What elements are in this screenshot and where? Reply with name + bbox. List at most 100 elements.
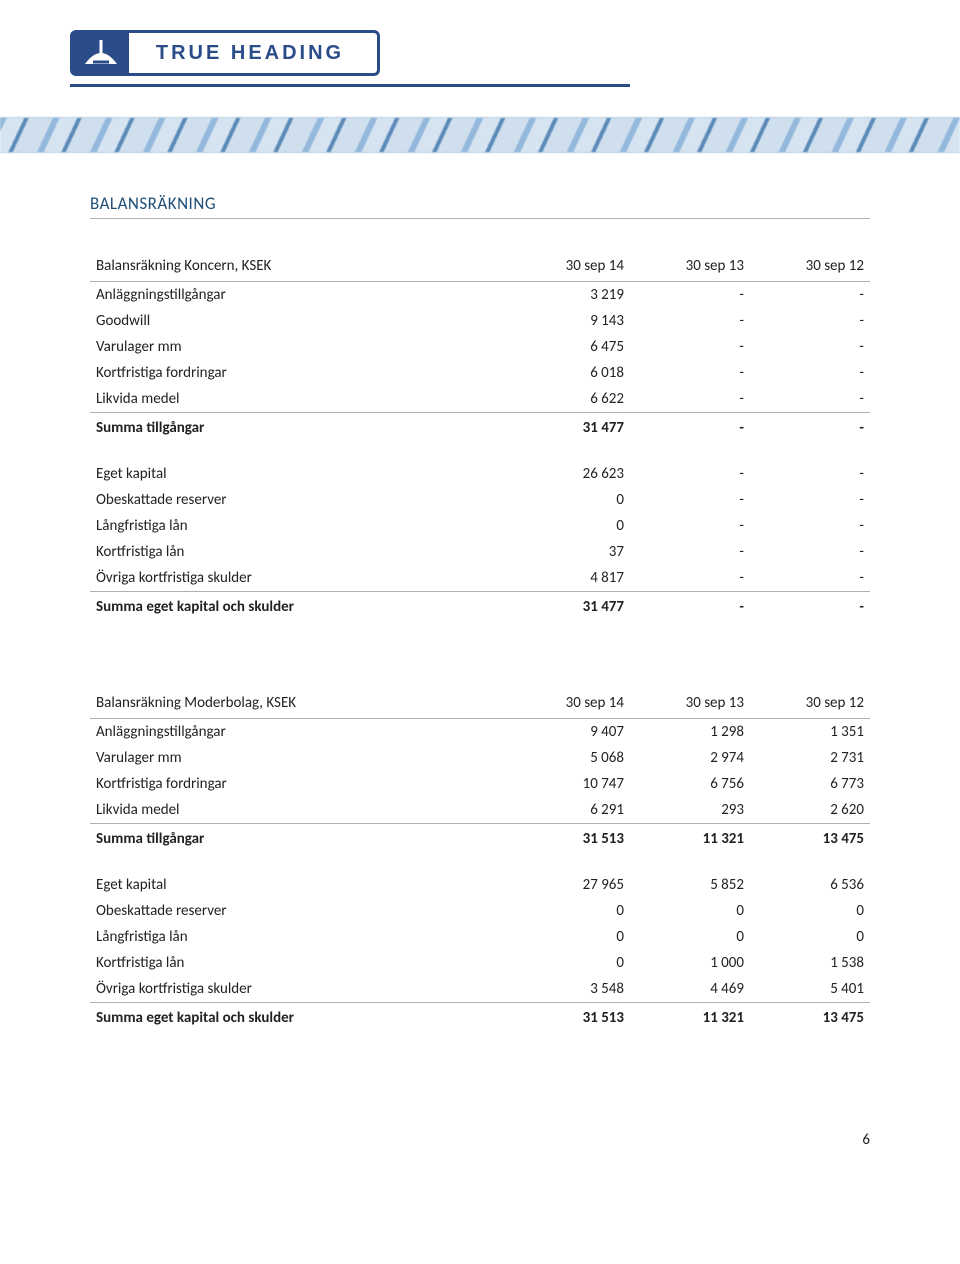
cell: - bbox=[630, 592, 750, 621]
row-label: Obeskattade reserver bbox=[90, 487, 510, 513]
total-row: Summa tillgångar31 477-- bbox=[90, 413, 870, 442]
cell: 1 351 bbox=[750, 719, 870, 746]
row-label: Långfristiga lån bbox=[90, 924, 510, 950]
cell: - bbox=[750, 413, 870, 442]
row-label: Obeskattade reserver bbox=[90, 898, 510, 924]
cell: 0 bbox=[630, 898, 750, 924]
column-header: 30 sep 13 bbox=[630, 253, 750, 282]
logo-wrap: TRUE HEADING bbox=[70, 30, 890, 87]
cell: - bbox=[630, 461, 750, 487]
table-row: Kortfristiga fordringar6 018-- bbox=[90, 360, 870, 386]
table-title: Balansräkning Koncern, KSEK bbox=[90, 253, 510, 282]
cell: - bbox=[750, 539, 870, 565]
table-row: Kortfristiga lån01 0001 538 bbox=[90, 950, 870, 976]
table-row: Kortfristiga fordringar10 7476 7566 773 bbox=[90, 771, 870, 797]
cell: - bbox=[750, 308, 870, 334]
table-row: Långfristiga lån0-- bbox=[90, 513, 870, 539]
cell: - bbox=[630, 282, 750, 309]
cell: 6 756 bbox=[630, 771, 750, 797]
cell: - bbox=[750, 386, 870, 413]
table-row: Obeskattade reserver0-- bbox=[90, 487, 870, 513]
row-label: Varulager mm bbox=[90, 745, 510, 771]
cell: - bbox=[630, 513, 750, 539]
cell: - bbox=[630, 360, 750, 386]
table-row: Kortfristiga lån37-- bbox=[90, 539, 870, 565]
row-label: Likvida medel bbox=[90, 797, 510, 824]
cell: 31 477 bbox=[510, 592, 630, 621]
row-label: Övriga kortfristiga skulder bbox=[90, 976, 510, 1003]
cell: 31 513 bbox=[510, 824, 630, 853]
row-label: Kortfristiga lån bbox=[90, 539, 510, 565]
cell: 4 817 bbox=[510, 565, 630, 592]
cell: - bbox=[630, 539, 750, 565]
cell: - bbox=[630, 413, 750, 442]
cell: 37 bbox=[510, 539, 630, 565]
cell: 6 536 bbox=[750, 872, 870, 898]
cell: - bbox=[750, 487, 870, 513]
row-label: Kortfristiga fordringar bbox=[90, 360, 510, 386]
cell: 0 bbox=[510, 924, 630, 950]
row-label: Långfristiga lån bbox=[90, 513, 510, 539]
cell: 3 219 bbox=[510, 282, 630, 309]
cell: 1 000 bbox=[630, 950, 750, 976]
row-label: Likvida medel bbox=[90, 386, 510, 413]
column-header: 30 sep 13 bbox=[630, 690, 750, 719]
cell: 13 475 bbox=[750, 824, 870, 853]
column-header: 30 sep 12 bbox=[750, 253, 870, 282]
cell: 26 623 bbox=[510, 461, 630, 487]
table-row: Eget kapital27 9655 8526 536 bbox=[90, 872, 870, 898]
cell: 11 321 bbox=[630, 1003, 750, 1032]
row-label: Övriga kortfristiga skulder bbox=[90, 565, 510, 592]
cell: 6 475 bbox=[510, 334, 630, 360]
cell: 0 bbox=[750, 924, 870, 950]
cell: 13 475 bbox=[750, 1003, 870, 1032]
row-label: Summa eget kapital och skulder bbox=[90, 592, 510, 621]
cell: 0 bbox=[510, 487, 630, 513]
row-label: Eget kapital bbox=[90, 461, 510, 487]
column-header: 30 sep 12 bbox=[750, 690, 870, 719]
cell: - bbox=[750, 461, 870, 487]
cell: 10 747 bbox=[510, 771, 630, 797]
table-row: Anläggningstillgångar3 219-- bbox=[90, 282, 870, 309]
cell: 11 321 bbox=[630, 824, 750, 853]
total-row: Summa eget kapital och skulder31 51311 3… bbox=[90, 1003, 870, 1032]
row-label: Summa eget kapital och skulder bbox=[90, 1003, 510, 1032]
row-label: Anläggningstillgångar bbox=[90, 719, 510, 746]
total-row: Summa eget kapital och skulder31 477-- bbox=[90, 592, 870, 621]
row-label: Kortfristiga lån bbox=[90, 950, 510, 976]
table-row: Likvida medel6 622-- bbox=[90, 386, 870, 413]
row-label: Summa tillgångar bbox=[90, 824, 510, 853]
row-label: Goodwill bbox=[90, 308, 510, 334]
cell: - bbox=[750, 334, 870, 360]
table-title: Balansräkning Moderbolag, KSEK bbox=[90, 690, 510, 719]
row-label: Anläggningstillgångar bbox=[90, 282, 510, 309]
row-label: Varulager mm bbox=[90, 334, 510, 360]
total-row: Summa tillgångar31 51311 32113 475 bbox=[90, 824, 870, 853]
cell: 1 538 bbox=[750, 950, 870, 976]
cell: - bbox=[630, 565, 750, 592]
table-koncern: Balansräkning Koncern, KSEK30 sep 1430 s… bbox=[90, 253, 870, 620]
cell: - bbox=[630, 334, 750, 360]
row-label: Eget kapital bbox=[90, 872, 510, 898]
cell: - bbox=[750, 592, 870, 621]
table-row: Obeskattade reserver000 bbox=[90, 898, 870, 924]
cell: 31 477 bbox=[510, 413, 630, 442]
content: BALANSRÄKNING Balansräkning Koncern, KSE… bbox=[0, 153, 960, 1071]
page-header: TRUE HEADING bbox=[0, 0, 960, 87]
column-header: 30 sep 14 bbox=[510, 253, 630, 282]
cell: 5 401 bbox=[750, 976, 870, 1003]
cell: 2 731 bbox=[750, 745, 870, 771]
table-moderbolag: Balansräkning Moderbolag, KSEK30 sep 143… bbox=[90, 690, 870, 1031]
cell: 4 469 bbox=[630, 976, 750, 1003]
table-row: Övriga kortfristiga skulder4 817-- bbox=[90, 565, 870, 592]
table-row: Långfristiga lån000 bbox=[90, 924, 870, 950]
cell: 6 018 bbox=[510, 360, 630, 386]
cell: 0 bbox=[510, 898, 630, 924]
cell: 6 291 bbox=[510, 797, 630, 824]
cell: - bbox=[750, 513, 870, 539]
cell: 5 068 bbox=[510, 745, 630, 771]
logo-text: TRUE HEADING bbox=[129, 42, 377, 65]
cell: 0 bbox=[750, 898, 870, 924]
cell: - bbox=[630, 487, 750, 513]
logo-mark-icon bbox=[73, 31, 129, 75]
